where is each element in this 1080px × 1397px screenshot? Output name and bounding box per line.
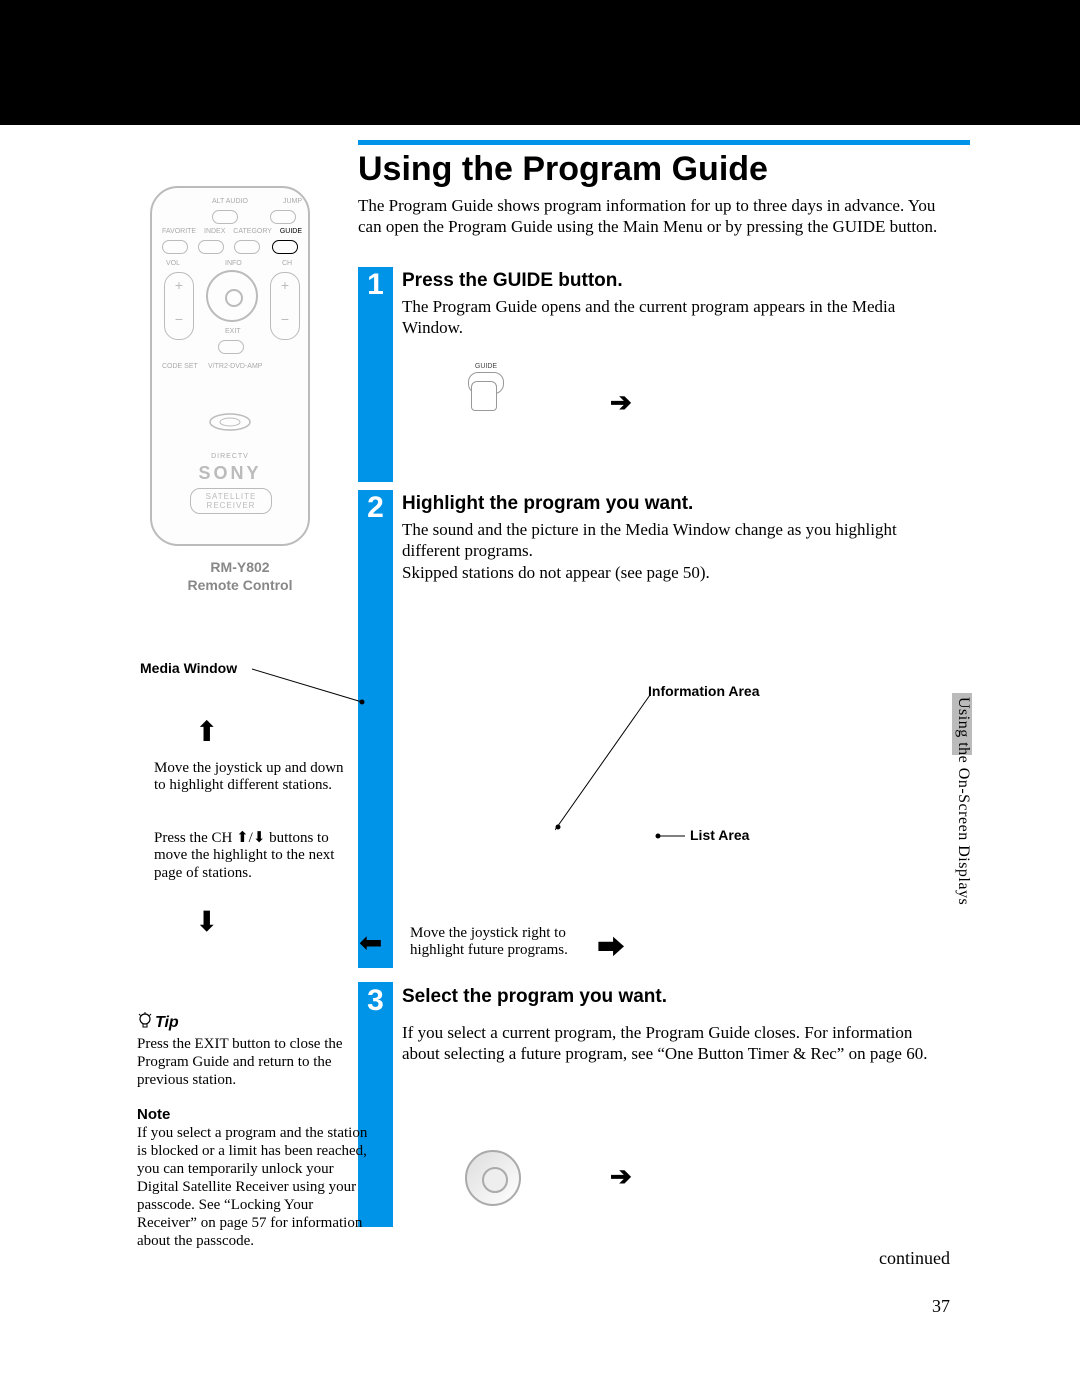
hand-press-icon	[471, 381, 497, 411]
arrow-right-icon: ➔	[610, 388, 632, 418]
continued-label: continued	[879, 1248, 950, 1269]
arrow-right-icon: ➔	[610, 1162, 632, 1192]
information-area-label: Information Area	[648, 683, 760, 699]
remote-label: ALT AUDIO	[212, 198, 248, 205]
arrow-right-icon: ⮕	[597, 926, 625, 966]
page-title: Using the Program Guide	[358, 150, 768, 189]
remote-vol-icon: + −	[164, 272, 194, 340]
channel-button-instruction: Press the CH ⬆/⬇ buttons to move the hig…	[154, 830, 364, 882]
leader-line	[555, 695, 685, 835]
guide-button-label: GUIDE	[461, 363, 511, 370]
tip-body: Press the EXIT button to close the Progr…	[137, 1035, 367, 1089]
sony-logo: SONY	[152, 463, 308, 484]
step-1-title: Press the GUIDE button.	[402, 270, 623, 292]
remote-joystick-icon	[206, 270, 258, 322]
remote-label: EXIT	[225, 328, 241, 335]
top-black-banner	[0, 0, 1080, 125]
remote-label: JUMP	[283, 198, 302, 205]
step-number: 2	[358, 491, 393, 525]
title-rule	[358, 140, 970, 145]
satellite-receiver-label: SATELLITERECEIVER	[190, 488, 272, 514]
step-3-body: If you select a current program, the Pro…	[402, 1022, 950, 1065]
remote-label: INDEX	[204, 228, 225, 235]
step-1-body: The Program Guide opens and the current …	[402, 296, 950, 339]
tip-heading: Tip	[155, 1014, 179, 1032]
remote-label: CH	[282, 260, 292, 267]
remote-label: CODE SET	[162, 363, 198, 370]
note-body: If you select a program and the station …	[137, 1124, 369, 1250]
joystick-right-instruction: Move the joystick right to highlight fut…	[410, 925, 585, 960]
select-dial-icon	[465, 1150, 521, 1206]
joystick-instruction: Move the joystick up and down to highlig…	[154, 760, 354, 795]
remote-label: CATEGORY	[233, 228, 272, 235]
remote-label: VOL	[166, 260, 180, 267]
intro-paragraph: The Program Guide shows program informat…	[358, 195, 950, 238]
leader-line	[655, 831, 690, 841]
step-number: 3	[358, 984, 393, 1018]
remote-label: FAVORITE	[162, 228, 196, 235]
remote-caption: RM-Y802Remote Control	[155, 559, 325, 594]
step-3-title: Select the program you want.	[402, 986, 667, 1008]
step-bar	[358, 490, 393, 968]
lightbulb-icon	[137, 1012, 153, 1035]
step-2-title: Highlight the program you want.	[402, 493, 693, 515]
step-number: 1	[358, 268, 393, 302]
list-area-label: List Area	[690, 827, 749, 843]
arrow-up-icon: ⬆	[195, 715, 218, 749]
step-2-body: The sound and the picture in the Media W…	[402, 519, 950, 583]
directv-logo-icon	[207, 408, 253, 448]
remote-illustration: ALT AUDIO JUMP FAVORITE INDEX CATEGORY G…	[150, 186, 310, 546]
page-number: 37	[932, 1296, 950, 1317]
note-heading: Note	[137, 1106, 170, 1123]
guide-button-illustration: GUIDE	[461, 363, 511, 433]
arrow-down-icon: ⬇	[195, 905, 218, 939]
remote-label: DIRECTV	[152, 453, 308, 460]
remote-label: INFO	[225, 260, 242, 267]
chapter-side-text: Using the On-Screen Displays	[954, 697, 972, 977]
arrow-left-icon: ⬅	[359, 926, 382, 960]
remote-ch-icon: + −	[270, 272, 300, 340]
remote-label: V/TR2-DVD-AMP	[208, 363, 262, 370]
media-window-label: Media Window	[140, 660, 237, 676]
remote-guide-label: GUIDE	[280, 228, 302, 235]
